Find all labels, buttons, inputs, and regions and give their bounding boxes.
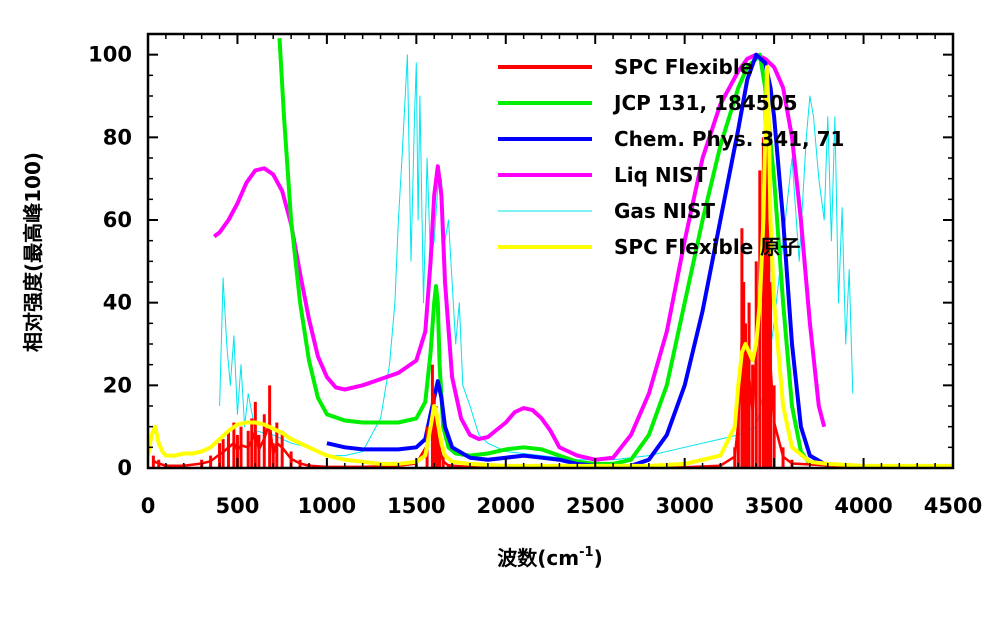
legend-item-gas-nist: Gas NIST xyxy=(498,199,715,223)
series-spc-flexible xyxy=(151,96,866,468)
x-tick-label: 4500 xyxy=(924,494,982,518)
y-tick-label: 20 xyxy=(103,373,132,397)
x-tick-label: 500 xyxy=(216,494,260,518)
legend-item-jcp-131-184505: JCP 131, 184505 xyxy=(498,91,798,115)
x-tick-label: 1000 xyxy=(298,494,356,518)
legend-item-spc-flexible-原子: SPC Flexible 原子 xyxy=(498,235,800,259)
legend-label: Liq NIST xyxy=(614,163,707,187)
x-axis-label-superscript: -1 xyxy=(579,545,593,560)
legend: SPC Flexible JCP 131, 184505 Chem. Phys. 3… xyxy=(498,55,844,259)
x-tick-label: 3000 xyxy=(655,494,713,518)
x-tick-label: 2000 xyxy=(477,494,535,518)
legend-label: JCP 131, 184505 xyxy=(612,91,798,115)
legend-item-chem-phys-341-71: Chem. Phys. 341, 71 xyxy=(498,127,844,151)
y-axis-label: 相对强度(最高峰100) xyxy=(21,152,45,352)
plot-frame xyxy=(146,32,955,470)
legend-label: Gas NIST xyxy=(614,199,715,223)
series-spc-flexible-原子-line xyxy=(148,65,953,468)
legend-label: Chem. Phys. 341, 71 xyxy=(614,127,844,151)
y-tick-label: 0 xyxy=(117,456,132,480)
y-tick-label: 100 xyxy=(88,43,132,67)
y-tick-label: 60 xyxy=(103,208,132,232)
x-tick-label: 3500 xyxy=(745,494,803,518)
series-layer xyxy=(148,37,953,468)
y-tick-label: 40 xyxy=(103,291,132,315)
x-tick-label: 2500 xyxy=(566,494,624,518)
x-axis-label: 波数(cm-1) xyxy=(497,545,602,570)
legend-label: SPC Flexible xyxy=(614,55,753,79)
x-tick-label: 1500 xyxy=(387,494,445,518)
x-axis-label-close: ) xyxy=(594,546,603,570)
x-tick-label: 0 xyxy=(141,494,156,518)
ticks-layer: 0 500 1000 1500 2000 2500 3000 3500 4000 4500 0 20 4… xyxy=(88,33,982,518)
y-tick-label: 80 xyxy=(103,125,132,149)
legend-item-liq-nist: Liq NIST xyxy=(498,163,707,187)
x-tick-label: 4000 xyxy=(834,494,892,518)
legend-label: SPC Flexible 原子 xyxy=(614,235,800,259)
legend-item-spc-flexible: SPC Flexible xyxy=(498,55,753,79)
series-spc-flexible-envelope xyxy=(152,263,864,468)
